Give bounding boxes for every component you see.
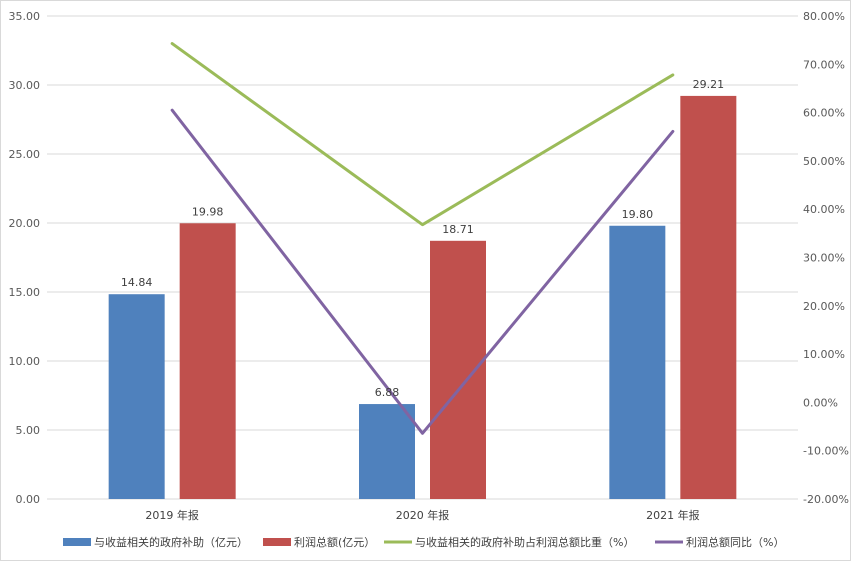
right-tick-label: 50.00% [803, 155, 845, 168]
left-tick-label: 20.00 [9, 217, 41, 230]
category-label: 2021 年报 [646, 508, 700, 522]
right-tick-label: -20.00% [803, 493, 849, 506]
left-tick-label: 35.00 [9, 10, 41, 23]
left-tick-label: 15.00 [9, 286, 41, 299]
left-axis-ticks: 0.00 5.00 10.00 15.00 20.00 25.00 30.00 35.00 [9, 10, 41, 506]
legend-swatch [263, 538, 291, 546]
category-label: 2020 年报 [396, 508, 450, 522]
bar-data-label: 14.84 [121, 276, 153, 289]
right-tick-label: 10.00% [803, 348, 845, 361]
bar-data-label: 18.71 [442, 223, 474, 236]
legend-swatch [63, 538, 91, 546]
right-tick-label: 30.00% [803, 252, 845, 265]
category-label: 2019 年报 [145, 508, 199, 522]
series-line [170, 42, 675, 227]
bar-data-label: 6.88 [375, 386, 400, 399]
right-tick-label: 20.00% [803, 300, 845, 313]
bar [108, 294, 165, 499]
bar-data-label: 19.98 [192, 205, 224, 218]
series-line [170, 108, 675, 435]
legend-label: 利润总额(亿元） [294, 535, 375, 549]
legend-label: 与收益相关的政府补助（亿元） [94, 535, 248, 549]
bar-data-label: 29.21 [693, 78, 725, 91]
right-tick-label: 80.00% [803, 10, 845, 23]
data-labels: 14.84 6.88 19.80 19.98 18.71 29.21 [121, 78, 724, 399]
bar [179, 223, 236, 499]
bars [108, 95, 737, 499]
bar [680, 95, 737, 499]
left-tick-label: 25.00 [9, 148, 41, 161]
right-tick-label: 0.00% [803, 396, 838, 409]
left-tick-label: 30.00 [9, 79, 41, 92]
legend-label: 与收益相关的政府补助占利润总额比重（%） [415, 535, 634, 549]
legend: 与收益相关的政府补助（亿元） 利润总额(亿元） 与收益相关的政府补助占利润总额比重（… [63, 535, 784, 549]
bar [609, 225, 666, 499]
right-tick-label: 60.00% [803, 107, 845, 120]
bar-data-label: 19.80 [622, 208, 654, 221]
bar [430, 240, 486, 499]
bar [359, 404, 415, 499]
left-tick-label: 5.00 [16, 424, 41, 437]
right-tick-label: 70.00% [803, 58, 845, 71]
right-tick-label: -10.00% [803, 445, 849, 458]
legend-label: 利润总额同比（%） [686, 535, 784, 549]
right-axis-ticks: -20.00% -10.00% 0.00% 10.00% 20.00% 30.00% 40.… [803, 10, 849, 506]
category-labels: 2019 年报 2020 年报 2021 年报 [145, 508, 699, 522]
left-tick-label: 0.00 [16, 493, 41, 506]
lines [170, 42, 675, 435]
right-tick-label: 40.00% [803, 203, 845, 216]
left-tick-label: 10.00 [9, 355, 41, 368]
